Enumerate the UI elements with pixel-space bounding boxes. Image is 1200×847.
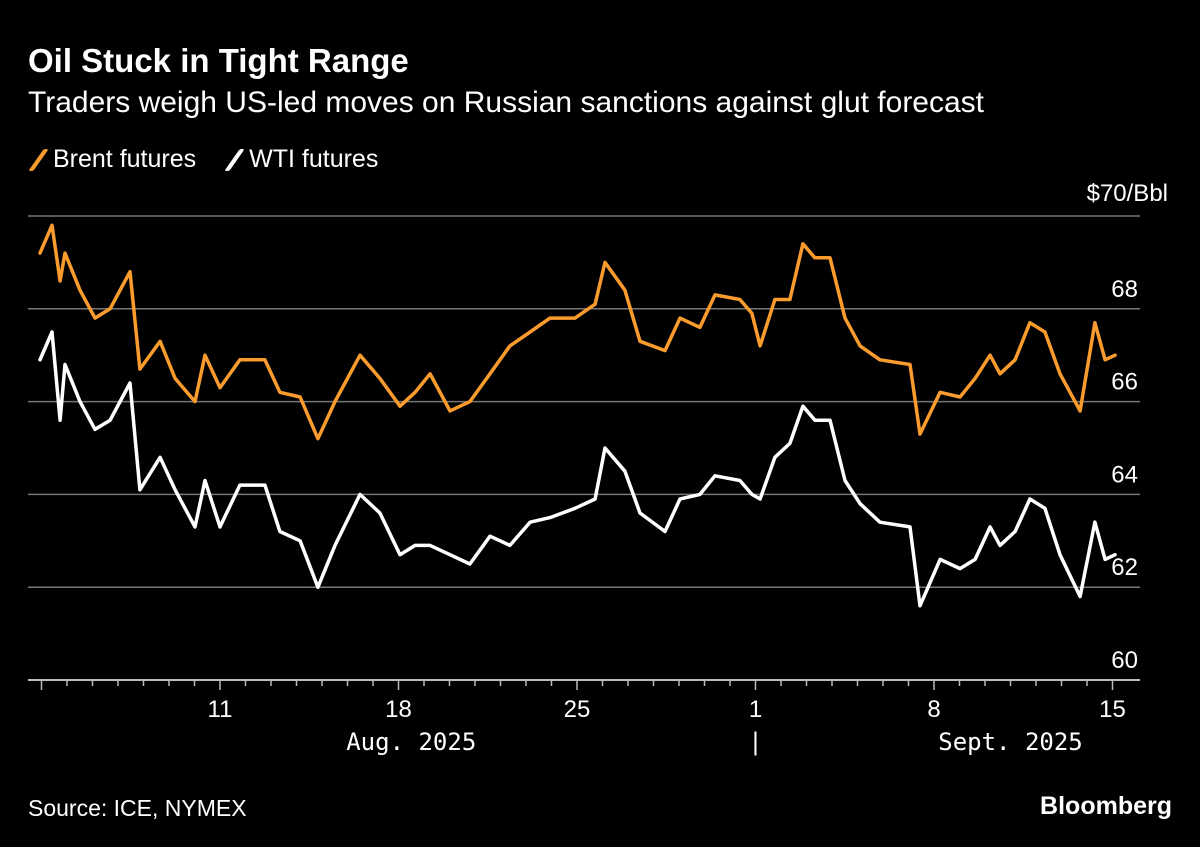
x-tick-label: 11 bbox=[208, 696, 233, 723]
brent-line bbox=[38, 223, 1117, 441]
y-tick-label: 62 bbox=[1111, 554, 1138, 581]
legend-label-brent: Brent futures bbox=[53, 145, 197, 173]
x-tick-label: 8 bbox=[927, 696, 940, 723]
chart-subtitle: Traders weigh US-led moves on Russian sa… bbox=[28, 86, 985, 119]
x-month-label: | bbox=[748, 728, 762, 756]
x-tick-label: 15 bbox=[1099, 696, 1126, 723]
y-tick-label: 60 bbox=[1111, 647, 1138, 674]
x-month-label: Aug. 2025 bbox=[346, 728, 476, 756]
x-month-label: Sept. 2025 bbox=[938, 728, 1083, 756]
y-tick-label: 64 bbox=[1111, 461, 1138, 488]
x-tick-label: 25 bbox=[564, 696, 591, 723]
legend-label-wti: WTI futures bbox=[249, 145, 379, 173]
y-tick-label: 68 bbox=[1111, 276, 1138, 303]
legend-item-wti: WTI futures bbox=[224, 145, 379, 174]
source-note: Source: ICE, NYMEX bbox=[28, 795, 247, 821]
x-tick-label: 1 bbox=[749, 696, 762, 723]
wti-line bbox=[38, 330, 1117, 608]
bloomberg-logo: Bloomberg bbox=[1040, 792, 1172, 820]
legend-item-brent: Brent futures bbox=[28, 145, 197, 174]
y-tick-label: 66 bbox=[1111, 369, 1138, 396]
x-tick-label: 18 bbox=[385, 696, 412, 723]
y-unit-label: $70/Bbl bbox=[1086, 180, 1168, 207]
chart-title: Oil Stuck in Tight Range bbox=[28, 42, 409, 79]
legend: Brent futures WTI futures bbox=[28, 145, 379, 174]
